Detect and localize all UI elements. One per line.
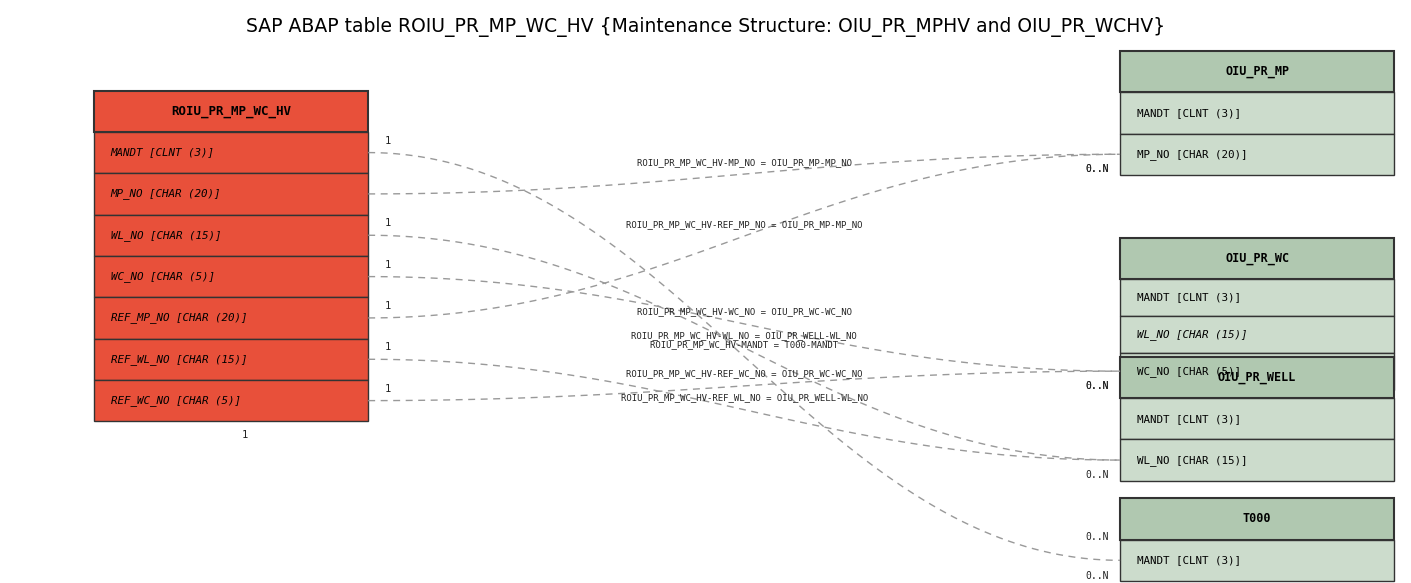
Text: 1: 1 bbox=[241, 430, 248, 440]
FancyBboxPatch shape bbox=[95, 132, 368, 173]
Text: MP_NO [CHAR (20)]: MP_NO [CHAR (20)] bbox=[110, 188, 222, 199]
Text: WC_NO [CHAR (5)]: WC_NO [CHAR (5)] bbox=[110, 271, 214, 282]
Text: REF_WC_NO [CHAR (5)]: REF_WC_NO [CHAR (5)] bbox=[110, 395, 240, 406]
Text: 0..N: 0..N bbox=[1085, 381, 1109, 391]
FancyBboxPatch shape bbox=[1120, 353, 1394, 389]
Text: ROIU_PR_MP_WC_HV-REF_MP_NO = OIU_PR_MP-MP_NO: ROIU_PR_MP_WC_HV-REF_MP_NO = OIU_PR_MP-M… bbox=[626, 220, 862, 229]
Text: 0..N: 0..N bbox=[1085, 164, 1109, 174]
Text: T000: T000 bbox=[1243, 512, 1271, 525]
FancyBboxPatch shape bbox=[95, 380, 368, 422]
Text: MANDT [CLNT (3)]: MANDT [CLNT (3)] bbox=[1136, 556, 1240, 566]
Text: ROIU_PR_MP_WC_HV-WC_NO = OIU_PR_WC-WC_NO: ROIU_PR_MP_WC_HV-WC_NO = OIU_PR_WC-WC_NO bbox=[636, 307, 852, 317]
FancyBboxPatch shape bbox=[95, 339, 368, 380]
FancyBboxPatch shape bbox=[1120, 92, 1394, 134]
Text: ROIU_PR_MP_WC_HV: ROIU_PR_MP_WC_HV bbox=[171, 105, 291, 118]
FancyBboxPatch shape bbox=[1120, 134, 1394, 175]
Text: 0..N: 0..N bbox=[1085, 571, 1109, 581]
Text: 1: 1 bbox=[385, 301, 391, 311]
FancyBboxPatch shape bbox=[95, 173, 368, 215]
FancyBboxPatch shape bbox=[95, 297, 368, 339]
Text: OIU_PR_WC: OIU_PR_WC bbox=[1225, 252, 1290, 265]
Text: MANDT [CLNT (3)]: MANDT [CLNT (3)] bbox=[1136, 293, 1240, 303]
Text: MANDT [CLNT (3)]: MANDT [CLNT (3)] bbox=[1136, 108, 1240, 118]
Text: 1: 1 bbox=[385, 136, 391, 146]
Text: ROIU_PR_MP_WC_HV-MANDT = T000-MANDT: ROIU_PR_MP_WC_HV-MANDT = T000-MANDT bbox=[650, 340, 838, 349]
Text: MANDT [CLNT (3)]: MANDT [CLNT (3)] bbox=[1136, 414, 1240, 424]
Text: 0..N: 0..N bbox=[1085, 164, 1109, 174]
Text: REF_MP_NO [CHAR (20)]: REF_MP_NO [CHAR (20)] bbox=[110, 312, 247, 324]
Text: WC_NO [CHAR (5)]: WC_NO [CHAR (5)] bbox=[1136, 366, 1240, 377]
FancyBboxPatch shape bbox=[1120, 316, 1394, 353]
Text: MANDT [CLNT (3)]: MANDT [CLNT (3)] bbox=[110, 147, 214, 157]
Text: 0..N: 0..N bbox=[1085, 470, 1109, 480]
Text: 1: 1 bbox=[385, 260, 391, 270]
Text: REF_WL_NO [CHAR (15)]: REF_WL_NO [CHAR (15)] bbox=[110, 354, 247, 365]
FancyBboxPatch shape bbox=[1120, 540, 1394, 581]
Text: ROIU_PR_MP_WC_HV-MP_NO = OIU_PR_MP-MP_NO: ROIU_PR_MP_WC_HV-MP_NO = OIU_PR_MP-MP_NO bbox=[636, 158, 852, 167]
Text: MP_NO [CHAR (20)]: MP_NO [CHAR (20)] bbox=[1136, 149, 1247, 160]
Text: ROIU_PR_MP_WC_HV-REF_WC_NO = OIU_PR_WC-WC_NO: ROIU_PR_MP_WC_HV-REF_WC_NO = OIU_PR_WC-W… bbox=[626, 370, 862, 378]
Text: 0..N: 0..N bbox=[1085, 381, 1109, 391]
Text: WL_NO [CHAR (15)]: WL_NO [CHAR (15)] bbox=[1136, 455, 1247, 466]
FancyBboxPatch shape bbox=[95, 256, 368, 297]
FancyBboxPatch shape bbox=[1120, 498, 1394, 540]
FancyBboxPatch shape bbox=[95, 90, 368, 132]
Text: 1: 1 bbox=[385, 342, 391, 353]
Text: ROIU_PR_MP_WC_HV-REF_WL_NO = OIU_PR_WELL-WL_NO: ROIU_PR_MP_WC_HV-REF_WL_NO = OIU_PR_WELL… bbox=[621, 394, 868, 402]
Text: 0..N: 0..N bbox=[1085, 532, 1109, 542]
FancyBboxPatch shape bbox=[1120, 238, 1394, 279]
Text: 1: 1 bbox=[385, 219, 391, 229]
Text: 1: 1 bbox=[385, 384, 391, 394]
FancyBboxPatch shape bbox=[95, 215, 368, 256]
FancyBboxPatch shape bbox=[1120, 357, 1394, 398]
FancyBboxPatch shape bbox=[1120, 440, 1394, 481]
Text: OIU_PR_MP: OIU_PR_MP bbox=[1225, 65, 1290, 78]
FancyBboxPatch shape bbox=[1120, 51, 1394, 92]
Text: ROIU_PR_MP_WC_HV-WL_NO = OIU_PR_WELL-WL_NO: ROIU_PR_MP_WC_HV-WL_NO = OIU_PR_WELL-WL_… bbox=[631, 331, 856, 340]
FancyBboxPatch shape bbox=[1120, 398, 1394, 440]
Text: WL_NO [CHAR (15)]: WL_NO [CHAR (15)] bbox=[1136, 329, 1247, 340]
FancyBboxPatch shape bbox=[1120, 279, 1394, 316]
Text: SAP ABAP table ROIU_PR_MP_WC_HV {Maintenance Structure: OIU_PR_MPHV and OIU_PR_W: SAP ABAP table ROIU_PR_MP_WC_HV {Mainten… bbox=[246, 17, 1165, 37]
Text: WL_NO [CHAR (15)]: WL_NO [CHAR (15)] bbox=[110, 230, 222, 241]
Text: OIU_PR_WELL: OIU_PR_WELL bbox=[1218, 371, 1297, 384]
